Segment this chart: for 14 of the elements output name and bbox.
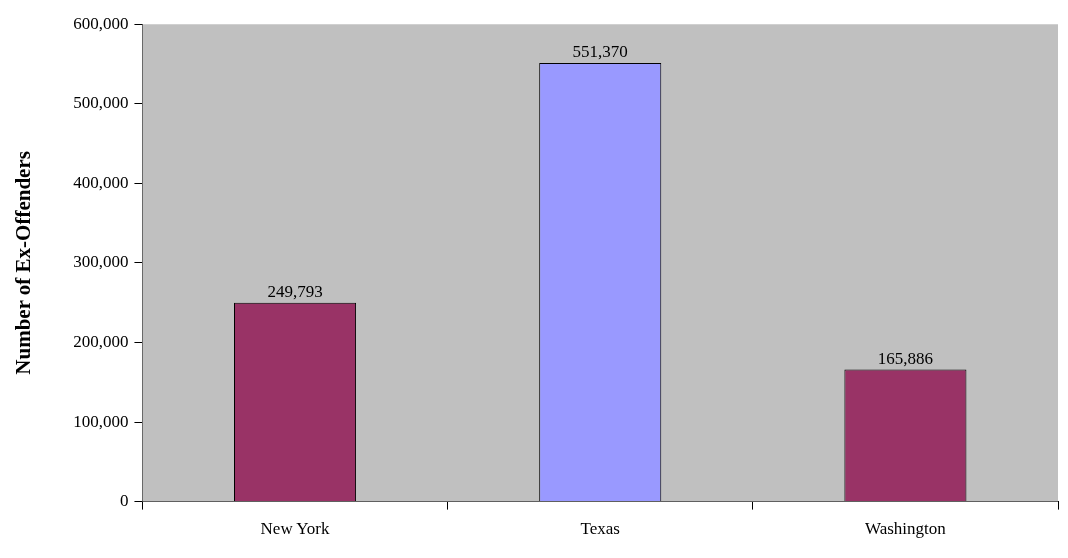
- x-tick-label: Washington: [865, 519, 947, 539]
- y-tick-label: 400,000: [73, 172, 129, 192]
- y-tick-label: 100,000: [73, 411, 129, 431]
- y-tick-label: 300,000: [73, 252, 129, 272]
- x-tick-label: Texas: [580, 519, 620, 539]
- y-tick-label: 500,000: [73, 93, 129, 113]
- y-tick-label: 600,000: [73, 13, 129, 33]
- data-label: 551,370: [572, 41, 628, 61]
- x-tick-label: New York: [260, 519, 331, 539]
- data-label: 165,886: [877, 348, 934, 368]
- y-axis-title: Number of Ex-Offenders: [11, 151, 36, 375]
- y-tick-label: 0: [119, 491, 129, 511]
- data-label: 249,793: [267, 281, 323, 301]
- y-tick-label: 200,000: [73, 331, 129, 351]
